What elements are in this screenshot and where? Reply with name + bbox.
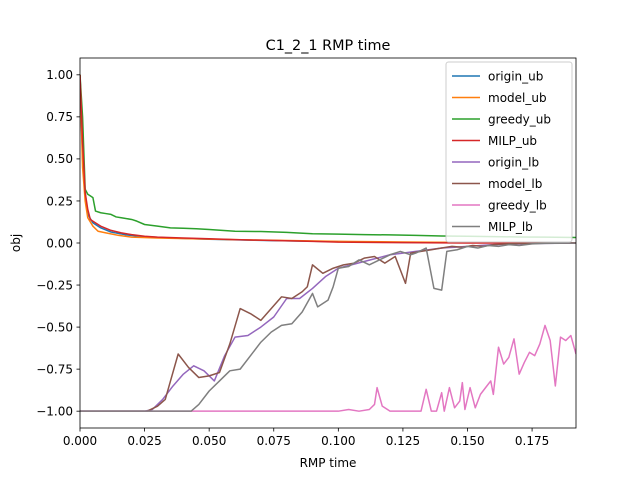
x-axis-label: RMP time: [300, 456, 357, 470]
y-tick-label: 0.75: [46, 110, 73, 124]
legend-label: MILP_lb: [488, 220, 533, 234]
y-tick-label: −1.00: [36, 404, 73, 418]
x-tick-label: 0.175: [515, 434, 549, 448]
x-tick-label: 0.025: [127, 434, 161, 448]
legend-label: MILP_ub: [488, 134, 537, 148]
y-tick-label: 1.00: [46, 68, 73, 82]
series-line-model-lb: [80, 242, 576, 412]
y-axis-label: obj: [9, 234, 23, 252]
x-tick-label: 0.050: [192, 434, 226, 448]
legend-label: greedy_lb: [488, 198, 547, 212]
legend-label: origin_lb: [488, 155, 539, 169]
series-layer: [80, 74, 576, 412]
series-line-greedy-ub: [80, 74, 576, 239]
x-axis: 0.000 0.025 0.050 0.075 0.100 0.125 0.150 0.175: [63, 428, 549, 448]
x-tick-label: 0.125: [386, 434, 420, 448]
legend-label: model_lb: [488, 177, 542, 191]
legend-label: origin_ub: [488, 69, 543, 83]
y-tick-label: 0.00: [46, 236, 73, 250]
legend: origin_ub model_ub greedy_ub MILP_ub origin_…: [445, 61, 573, 243]
x-tick-label: 0.150: [450, 434, 484, 448]
series-line-milp-ub: [80, 74, 576, 244]
series-line-milp-lb: [80, 242, 576, 412]
x-tick-label: 0.000: [63, 434, 97, 448]
legend-label: greedy_ub: [488, 112, 551, 126]
series-line-origin-lb: [80, 242, 576, 412]
legend-label: model_ub: [488, 91, 547, 105]
y-axis: −1.00 −0.75 −0.50 −0.25 0.00 0.25 0.50 0.75 1.00: [36, 68, 80, 418]
legend-box: [445, 61, 573, 243]
y-tick-label: −0.75: [36, 362, 73, 376]
y-tick-label: −0.50: [36, 320, 73, 334]
y-tick-label: 0.50: [46, 152, 73, 166]
x-tick-label: 0.100: [321, 434, 355, 448]
y-tick-label: −0.25: [36, 278, 73, 292]
chart-title: C1_2_1 RMP time: [266, 38, 391, 54]
series-line-greedy-lb: [80, 324, 576, 412]
x-tick-label: 0.075: [257, 434, 291, 448]
y-tick-label: 0.25: [46, 194, 73, 208]
